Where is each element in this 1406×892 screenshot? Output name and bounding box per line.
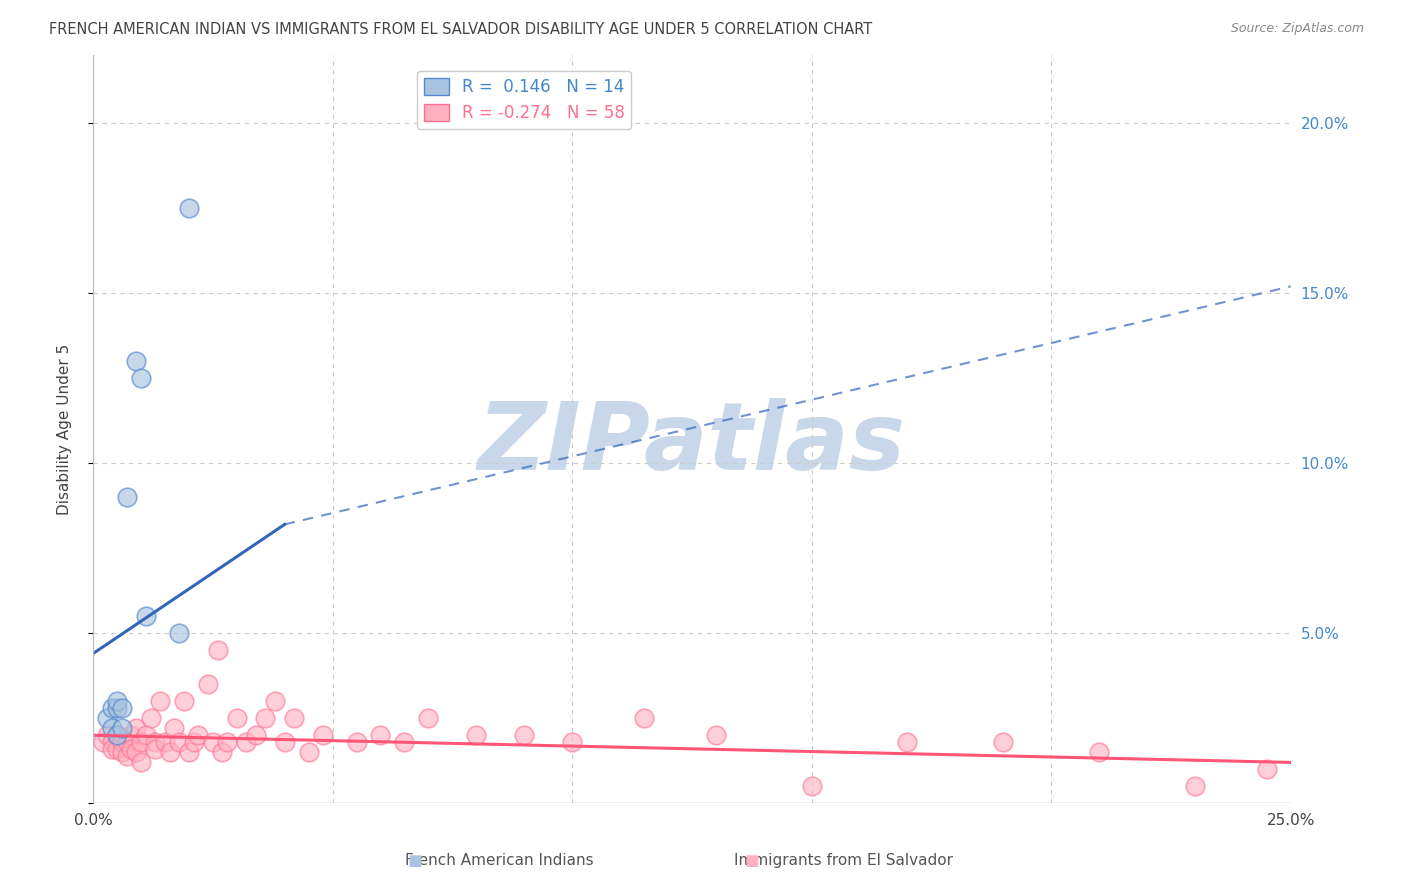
Immigrants from El Salvador bbox=[183, 735, 205, 749]
Immigrants from El Salvador bbox=[217, 735, 239, 749]
Immigrants from El Salvador bbox=[312, 728, 335, 742]
Immigrants from El Salvador bbox=[896, 735, 918, 749]
Immigrants from El Salvador bbox=[197, 677, 219, 691]
French American Indians bbox=[135, 609, 157, 624]
Immigrants from El Salvador bbox=[115, 748, 138, 763]
Immigrants from El Salvador bbox=[105, 741, 128, 756]
Immigrants from El Salvador bbox=[129, 756, 152, 770]
Text: FRENCH AMERICAN INDIAN VS IMMIGRANTS FROM EL SALVADOR DISABILITY AGE UNDER 5 COR: FRENCH AMERICAN INDIAN VS IMMIGRANTS FRO… bbox=[49, 22, 873, 37]
Immigrants from El Salvador bbox=[149, 694, 172, 708]
Y-axis label: Disability Age Under 5: Disability Age Under 5 bbox=[58, 343, 72, 515]
French American Indians bbox=[101, 722, 124, 736]
Immigrants from El Salvador bbox=[993, 735, 1015, 749]
Immigrants from El Salvador bbox=[139, 711, 162, 725]
Immigrants from El Salvador bbox=[177, 745, 200, 759]
Immigrants from El Salvador bbox=[1256, 762, 1278, 776]
Immigrants from El Salvador bbox=[143, 735, 166, 749]
French American Indians bbox=[115, 490, 138, 504]
Immigrants from El Salvador bbox=[418, 711, 440, 725]
Legend: R =  0.146   N = 14, R = -0.274   N = 58: R = 0.146 N = 14, R = -0.274 N = 58 bbox=[418, 71, 631, 129]
Immigrants from El Salvador bbox=[207, 643, 229, 657]
Text: ZIPatlas: ZIPatlas bbox=[478, 398, 905, 490]
Immigrants from El Salvador bbox=[394, 735, 416, 749]
French American Indians bbox=[96, 711, 118, 725]
Immigrants from El Salvador bbox=[704, 728, 727, 742]
Immigrants from El Salvador bbox=[163, 722, 186, 736]
Immigrants from El Salvador bbox=[159, 745, 181, 759]
Immigrants from El Salvador bbox=[800, 779, 823, 793]
Immigrants from El Salvador bbox=[211, 745, 233, 759]
Immigrants from El Salvador bbox=[235, 735, 257, 749]
French American Indians bbox=[177, 201, 200, 215]
Immigrants from El Salvador bbox=[1088, 745, 1111, 759]
Immigrants from El Salvador bbox=[283, 711, 305, 725]
Immigrants from El Salvador bbox=[201, 735, 224, 749]
French American Indians bbox=[111, 722, 134, 736]
French American Indians bbox=[125, 354, 148, 368]
Immigrants from El Salvador bbox=[561, 735, 583, 749]
Immigrants from El Salvador bbox=[254, 711, 277, 725]
French American Indians bbox=[111, 701, 134, 715]
Immigrants from El Salvador bbox=[111, 735, 134, 749]
Text: Source: ZipAtlas.com: Source: ZipAtlas.com bbox=[1230, 22, 1364, 36]
Immigrants from El Salvador bbox=[187, 728, 209, 742]
Immigrants from El Salvador bbox=[465, 728, 488, 742]
Immigrants from El Salvador bbox=[153, 735, 176, 749]
Immigrants from El Salvador bbox=[173, 694, 195, 708]
Immigrants from El Salvador bbox=[91, 735, 114, 749]
Immigrants from El Salvador bbox=[370, 728, 392, 742]
French American Indians bbox=[167, 626, 190, 640]
Immigrants from El Salvador bbox=[125, 722, 148, 736]
Immigrants from El Salvador bbox=[167, 735, 190, 749]
Immigrants from El Salvador bbox=[346, 735, 368, 749]
Text: ◼: ◼ bbox=[408, 852, 422, 870]
Immigrants from El Salvador bbox=[225, 711, 247, 725]
Immigrants from El Salvador bbox=[1184, 779, 1206, 793]
Immigrants from El Salvador bbox=[633, 711, 655, 725]
Immigrants from El Salvador bbox=[111, 745, 134, 759]
Immigrants from El Salvador bbox=[125, 745, 148, 759]
French American Indians bbox=[105, 694, 128, 708]
Immigrants from El Salvador bbox=[101, 735, 124, 749]
Immigrants from El Salvador bbox=[273, 735, 295, 749]
French American Indians bbox=[105, 701, 128, 715]
Immigrants from El Salvador bbox=[143, 741, 166, 756]
French American Indians bbox=[129, 371, 152, 385]
Immigrants from El Salvador bbox=[120, 741, 142, 756]
Immigrants from El Salvador bbox=[129, 735, 152, 749]
Text: ◼: ◼ bbox=[745, 852, 759, 870]
Immigrants from El Salvador bbox=[105, 728, 128, 742]
Immigrants from El Salvador bbox=[135, 728, 157, 742]
Immigrants from El Salvador bbox=[297, 745, 319, 759]
Text: Immigrants from El Salvador: Immigrants from El Salvador bbox=[734, 854, 953, 868]
Immigrants from El Salvador bbox=[115, 735, 138, 749]
Immigrants from El Salvador bbox=[120, 728, 142, 742]
Immigrants from El Salvador bbox=[101, 741, 124, 756]
Immigrants from El Salvador bbox=[96, 728, 118, 742]
French American Indians bbox=[105, 728, 128, 742]
Immigrants from El Salvador bbox=[264, 694, 287, 708]
French American Indians bbox=[101, 701, 124, 715]
Immigrants from El Salvador bbox=[245, 728, 267, 742]
Immigrants from El Salvador bbox=[513, 728, 536, 742]
Text: French American Indians: French American Indians bbox=[405, 854, 593, 868]
